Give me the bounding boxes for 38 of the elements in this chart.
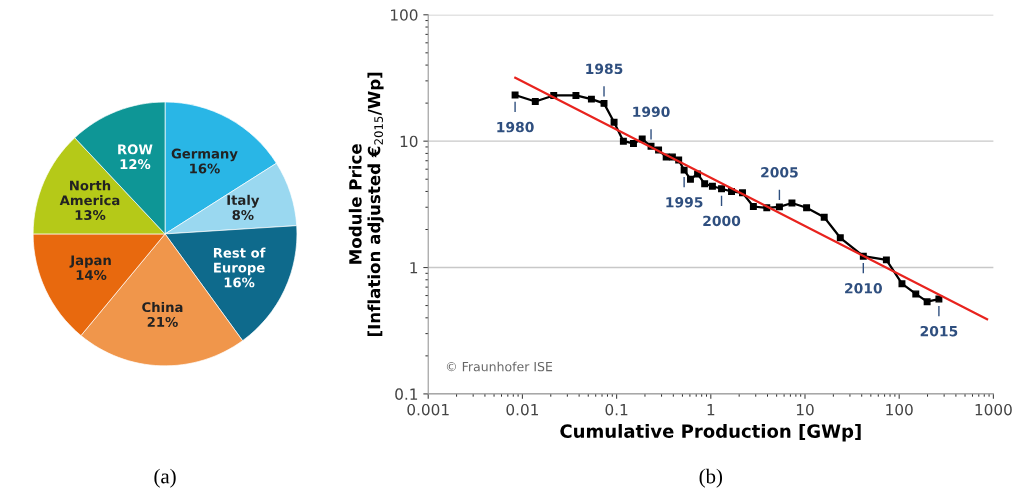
data-label: 13% [75, 210, 106, 221]
annotation: 2005 [761, 167, 798, 178]
y-tick-label: 100 [391, 9, 418, 21]
slice-label: Germany [171, 148, 238, 162]
y-tick-label: 10 [400, 135, 418, 148]
annotation: 1995 [666, 196, 703, 208]
annotation: 2015 [920, 325, 958, 337]
annotation: 2000 [703, 215, 741, 227]
slice-label: China [142, 301, 183, 313]
text: (a) [154, 468, 176, 488]
annotation: 1990 [633, 106, 670, 118]
y-tick-label: 0.1 [395, 388, 418, 400]
slice-label: Italy [227, 194, 260, 208]
y-axis-title: Module Price [Inflation adjusted €$_{2015}$/Wp] [348, 72, 384, 337]
x-tick-label: 0.1 [605, 403, 628, 416]
data-label: 8% [232, 209, 254, 220]
x-tick-label: 0.01 [506, 403, 539, 416]
slice-label: Japan [69, 255, 111, 268]
annotation: 2010 [845, 283, 882, 294]
x-tick-label: 1000 [975, 403, 1012, 416]
slice-label: ROW [118, 144, 153, 155]
x-tick-label: 10 [796, 403, 814, 416]
slice-label: Rest of Europe [213, 247, 266, 276]
data-label: 16% [190, 163, 220, 174]
x-axis-title: Cumulative Production [GWp] [560, 423, 861, 442]
annotation: 1985 [586, 63, 623, 75]
text: (b) [699, 468, 723, 488]
slice-label: North America [59, 180, 120, 206]
annotation: © Fraunhofer ISE [446, 361, 553, 372]
data-label: 14% [76, 269, 107, 280]
annotation: 1980 [497, 121, 534, 133]
data-label: 16% [224, 277, 255, 288]
data-label: 21% [147, 316, 178, 327]
y-tick-label: 1 [410, 262, 418, 274]
x-tick-label: 100 [886, 403, 913, 416]
data-label: 12% [120, 159, 151, 170]
x-tick-label: 1 [707, 404, 715, 416]
x-tick-label: 0.001 [407, 403, 449, 416]
